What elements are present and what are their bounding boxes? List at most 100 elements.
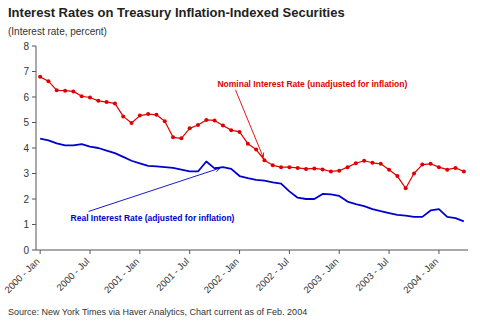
series-point <box>130 121 134 125</box>
series-point <box>154 113 158 117</box>
series-point <box>321 167 325 171</box>
y-tick-label: 0 <box>23 245 29 256</box>
x-tick-label: 2002 - Jul <box>254 256 291 293</box>
y-tick <box>32 97 36 98</box>
series-point <box>379 162 383 166</box>
source-note: Source: New York Times via Haver Analyti… <box>8 307 307 317</box>
series-point <box>462 169 466 173</box>
annotation-arrowhead <box>215 167 220 171</box>
x-tick <box>189 250 190 254</box>
series-point <box>337 169 341 173</box>
series-point <box>246 142 250 146</box>
series-point <box>454 166 458 170</box>
x-tick-label: 2000 - Jul <box>54 256 91 293</box>
series-point <box>329 169 333 173</box>
y-tick <box>32 173 36 174</box>
series-point <box>254 148 258 152</box>
x-tick-label: 2003 - Jul <box>353 256 390 293</box>
series-line <box>40 139 464 222</box>
series-point <box>229 128 233 132</box>
series-point <box>80 94 84 98</box>
series-point <box>271 163 275 167</box>
y-tick <box>32 224 36 225</box>
y-tick-label: 1 <box>23 219 29 230</box>
series-point <box>221 124 225 128</box>
series-point <box>88 96 92 100</box>
annotation-arrowhead <box>260 152 264 157</box>
series-point <box>395 174 399 178</box>
y-tick <box>32 46 36 47</box>
series-point <box>188 126 192 130</box>
title: Interest Rates on Treasury Inflation-Ind… <box>8 5 345 20</box>
series-point <box>113 101 117 105</box>
x-tick <box>289 250 290 254</box>
x-tick <box>438 250 439 254</box>
x-tick <box>389 250 390 254</box>
annotation-arrow <box>89 168 221 211</box>
series-point <box>304 167 308 171</box>
series-point <box>138 114 142 118</box>
x-tick <box>139 250 140 254</box>
series-point <box>146 112 150 116</box>
series-point <box>238 130 242 134</box>
y-tick-label: 4 <box>23 143 29 154</box>
axes: 0 1 2 3 4 5 6 7 8 2000 - Jan 2000 - Jul 2001 - Jan 2… <box>2 41 468 296</box>
series-point <box>71 89 75 93</box>
series-point <box>296 166 300 170</box>
series-point <box>196 123 200 127</box>
series-point <box>96 99 100 103</box>
series-point <box>179 136 183 140</box>
y-tick-label: 6 <box>23 92 29 103</box>
series-point <box>279 165 283 169</box>
series-point <box>445 168 449 172</box>
series-point <box>429 162 433 166</box>
y-tick <box>32 250 36 251</box>
series-point <box>55 88 59 92</box>
series-point <box>312 166 316 170</box>
x-tick-label: 2003 - Jan <box>301 256 341 296</box>
y-tick <box>32 148 36 149</box>
series-point <box>354 161 358 165</box>
annotation: Nominal Interest Rate (unadjusted for in… <box>217 79 407 89</box>
y-tick-label: 5 <box>23 117 29 128</box>
series-line <box>40 77 464 188</box>
series-point <box>163 119 167 123</box>
y-tick-label: 7 <box>23 66 29 77</box>
y-tick-label: 2 <box>23 194 29 205</box>
chart: Interest Rates on Treasury Inflation-Ind… <box>0 0 480 321</box>
series-point <box>204 118 208 122</box>
series-point <box>63 89 67 93</box>
x-axis-line <box>36 250 468 251</box>
annotation-arrow <box>235 90 263 158</box>
series-point <box>346 165 350 169</box>
x-tick-label: 2001 - Jul <box>154 256 191 293</box>
series-point <box>105 100 109 104</box>
annotations: Nominal Interest Rate (unadjusted for in… <box>71 79 408 224</box>
y-tick-label: 8 <box>23 41 29 52</box>
series-point <box>437 165 441 169</box>
series-point <box>412 172 416 176</box>
series-point <box>370 161 374 165</box>
x-tick-label: 2001 - Jan <box>102 256 142 296</box>
series-point <box>287 165 291 169</box>
x-tick <box>90 250 91 254</box>
x-tick <box>40 250 41 254</box>
x-tick-label: 2002 - Jan <box>201 256 241 296</box>
series-point <box>213 118 217 122</box>
annotation: Real Interest Rate (adjusted for inflati… <box>71 213 235 223</box>
series-point <box>404 186 408 190</box>
x-tick-label: 2004 - Jan <box>401 256 441 296</box>
series-point <box>171 135 175 139</box>
series-point <box>121 114 125 118</box>
series-point <box>38 75 42 79</box>
series-point <box>387 168 391 172</box>
series-point <box>262 158 266 162</box>
x-tick <box>339 250 340 254</box>
y-axis-label: (Interest rate, percent) <box>8 26 107 37</box>
series-point <box>362 159 366 163</box>
y-tick-label: 3 <box>23 168 29 179</box>
x-tick <box>239 250 240 254</box>
y-tick <box>32 71 36 72</box>
y-tick <box>32 122 36 123</box>
x-tick-label: 2000 - Jan <box>2 256 42 296</box>
